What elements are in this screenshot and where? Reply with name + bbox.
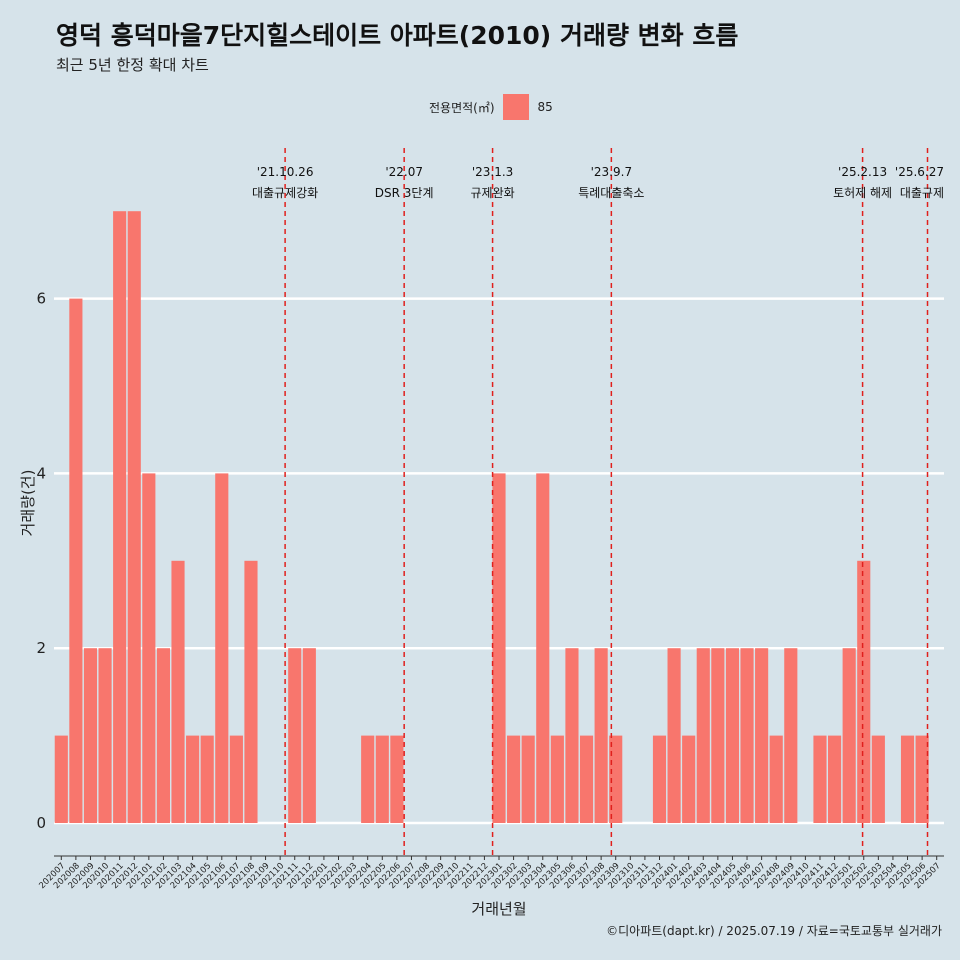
bar-202107 [229,735,243,823]
y-tick-label-4: 4 [36,464,46,482]
bar-202307 [579,735,594,823]
y-tick-label-0: 0 [36,814,46,832]
bar-202309 [609,735,623,823]
bar-202412 [828,735,842,823]
bar-202303 [521,735,535,823]
bar-202205 [375,735,389,823]
legend-key [502,94,529,120]
bar-202304 [536,473,550,823]
bar-202306 [565,648,579,823]
chart-title: 영덕 흥덕마을7단지힐스테이트 아파트(2010) 거래량 변화 흐름 [56,21,739,50]
bar-202408 [769,735,783,823]
event-date-2: '22.07 [385,165,423,179]
bar-202401 [667,648,681,823]
bar-202204 [361,735,375,823]
bar-202312 [652,735,667,823]
y-tick-label-2: 2 [36,639,46,657]
y-tick-label-6: 6 [36,290,46,308]
bar-202106 [215,473,229,823]
source-credit: ©디아파트(dapt.kr) / 2025.07.19 / 자료=국토교통부 실… [606,924,942,938]
bar-202505 [900,735,915,823]
bar-202012 [127,211,141,823]
event-label-3: 규제완화 [470,186,514,200]
event-date-5: '25.2.13 [838,165,887,179]
event-date-6: '25.6.27 [895,165,944,179]
event-date-3: '23.1.3 [472,165,513,179]
legend-title: 전용면적(㎡) [429,100,495,115]
bar-202206 [390,735,404,823]
bar-202402 [682,735,696,823]
bar-202406 [740,648,754,823]
event-label-5: 토허제 해제 [833,186,892,200]
bar-202111 [288,648,302,823]
bar-202501 [842,648,856,823]
bar-202302 [507,735,521,823]
event-label-1: 대출규제강화 [252,186,318,200]
bar-202305 [550,735,564,823]
event-date-1: '21.10.26 [257,165,314,179]
bar-202405 [725,648,740,823]
bar-202103 [171,560,185,823]
bar-202011 [113,211,127,823]
event-label-2: DSR 3단계 [375,186,434,200]
bar-202112 [302,648,316,823]
bar-202101 [142,473,156,823]
bar-202403 [696,648,710,823]
bar-202009 [83,648,98,823]
bar-202007 [54,735,68,823]
bar-202506 [915,735,929,823]
event-date-4: '23.9.7 [591,165,632,179]
bar-202407 [755,648,769,823]
bar-202105 [200,735,214,823]
bar-202008 [69,298,83,824]
legend-item-label: 85 [537,100,553,114]
bar-202411 [813,735,827,823]
y-axis-title: 거래량(건) [19,470,37,537]
legend: 전용면적(㎡) 85 [429,93,553,121]
chart-subtitle: 최근 5년 한정 확대 차트 [56,56,209,74]
bar-202301 [492,473,506,823]
bar-202503 [871,735,885,823]
bar-202404 [711,648,725,823]
event-label-4: 특례대출축소 [578,186,644,200]
bar-202104 [186,735,200,823]
event-label-6: 대출규제 [900,186,944,200]
x-axis-title: 거래년월 [471,900,526,918]
bar-202102 [156,648,170,823]
bar-202409 [784,648,798,823]
bar-202108 [244,560,258,823]
bar-202308 [594,648,608,823]
bar-202010 [98,648,112,823]
bar-202502 [857,560,871,823]
